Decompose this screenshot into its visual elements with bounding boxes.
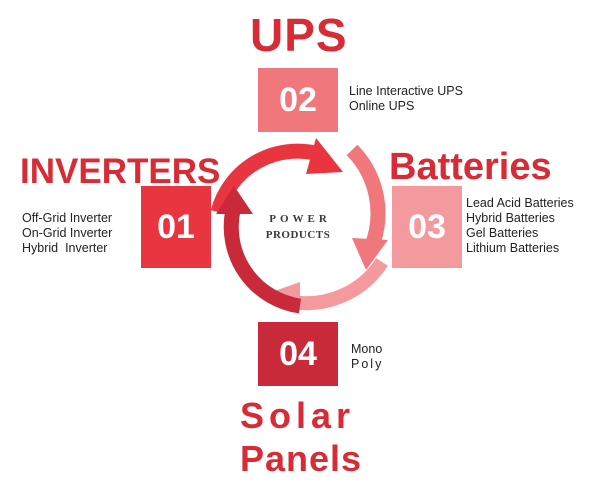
ups-number: 02 bbox=[279, 80, 317, 119]
solar-list: Mono Poly bbox=[351, 342, 383, 372]
center-line2: PRODUCTS bbox=[265, 229, 331, 241]
solar-box: 04 bbox=[258, 322, 338, 386]
list-item: Mono bbox=[351, 342, 383, 356]
inverters-heading: INVERTERS bbox=[20, 152, 221, 191]
inverters-list: Off-Grid Inverter On-Grid Inverter Hybri… bbox=[22, 211, 112, 256]
inverters-box: 01 bbox=[141, 186, 211, 268]
list-item: Gel Batteries bbox=[466, 226, 539, 240]
arrow-ups-to-batteries bbox=[346, 144, 386, 251]
solar-number: 04 bbox=[279, 334, 317, 373]
inverters-number: 01 bbox=[157, 207, 195, 246]
list-item: Hybrid Inverter bbox=[22, 241, 108, 255]
arrow-batteries-to-solar bbox=[290, 258, 388, 311]
list-item: Online UPS bbox=[349, 99, 415, 113]
ups-box: 02 bbox=[258, 68, 338, 132]
list-item: Line Interactive UPS bbox=[349, 84, 463, 98]
list-item: Lead Acid Batteries bbox=[466, 196, 574, 210]
list-item: Lithium Batteries bbox=[466, 241, 560, 255]
ups-heading: UPS bbox=[250, 9, 348, 61]
list-item: On-Grid Inverter bbox=[22, 226, 113, 240]
arrowhead-ups bbox=[306, 138, 343, 174]
solar-heading-line2: Panels bbox=[240, 438, 363, 479]
arrow-inverters-to-ups bbox=[210, 143, 325, 215]
batteries-box: 03 bbox=[392, 186, 462, 268]
solar-heading-line1: Solar bbox=[240, 395, 356, 436]
list-item: Poly bbox=[351, 357, 384, 371]
center-line1: POWER bbox=[269, 213, 331, 225]
arrowhead-batteries bbox=[352, 238, 388, 270]
batteries-number: 03 bbox=[408, 207, 446, 246]
batteries-list: Lead Acid Batteries Hybrid Batteries Gel… bbox=[466, 196, 574, 256]
list-item: Hybrid Batteries bbox=[466, 211, 555, 225]
arrow-solar-to-inverters bbox=[223, 208, 302, 314]
arrowhead-inverters bbox=[216, 186, 253, 214]
batteries-heading: Batteries bbox=[389, 146, 552, 188]
ups-list: Line Interactive UPS Online UPS bbox=[349, 84, 463, 114]
list-item: Off-Grid Inverter bbox=[22, 211, 113, 225]
center-label: POWER PRODUCTS bbox=[258, 213, 338, 241]
